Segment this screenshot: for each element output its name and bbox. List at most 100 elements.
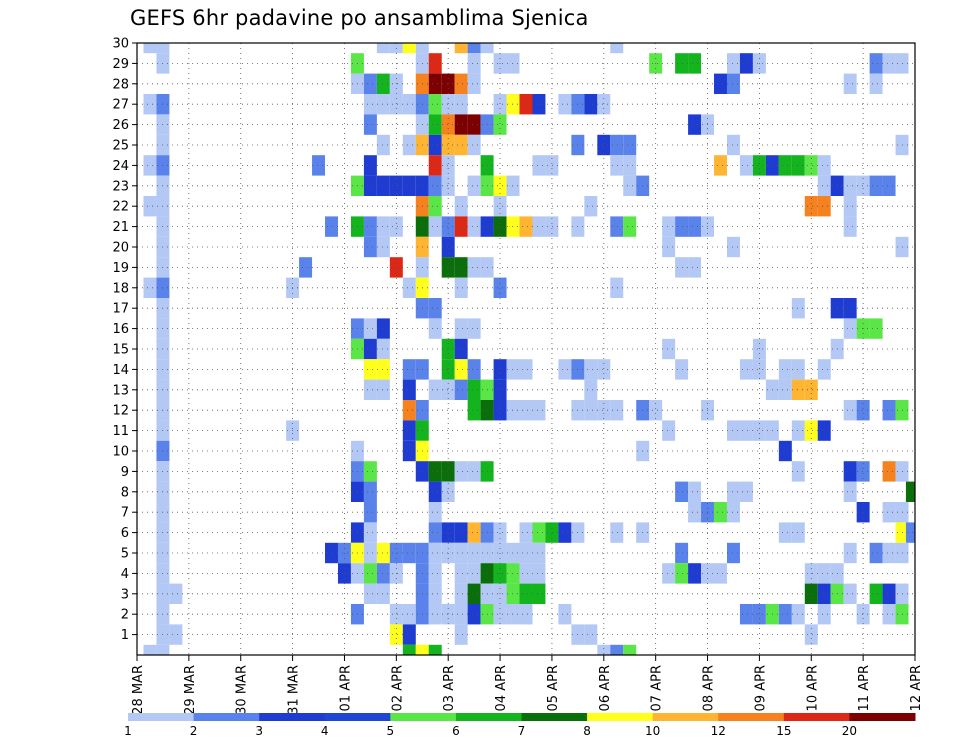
heatmap-cell bbox=[726, 53, 740, 74]
heatmap-cell bbox=[441, 236, 455, 258]
heatmap-cell bbox=[428, 114, 442, 135]
heatmap-cell bbox=[882, 542, 896, 564]
heatmap-cell bbox=[493, 277, 507, 298]
heatmap-cell bbox=[493, 216, 507, 237]
heatmap-cell bbox=[480, 43, 494, 54]
y-tick-label: 1 bbox=[121, 628, 129, 643]
heatmap-cell bbox=[169, 583, 183, 604]
heatmap-cell bbox=[610, 644, 624, 655]
heatmap-cell bbox=[688, 563, 702, 584]
heatmap-cell bbox=[363, 73, 377, 94]
heatmap-cell bbox=[389, 604, 403, 625]
heatmap-cell bbox=[882, 583, 896, 604]
heatmap-cell bbox=[467, 461, 481, 482]
heatmap-cell bbox=[519, 542, 533, 564]
heatmap-cell bbox=[402, 379, 416, 400]
heatmap-cell bbox=[804, 196, 818, 217]
color-legend: 1 2 3 4 5 6 7 8 10 12 15 20 bbox=[124, 713, 916, 738]
heatmap-cell bbox=[791, 420, 805, 441]
heatmap-cell bbox=[882, 502, 896, 523]
heatmap-cell bbox=[688, 53, 702, 74]
legend-label: 6 bbox=[452, 724, 460, 738]
heatmap-cell bbox=[869, 318, 883, 339]
heatmap-cell bbox=[363, 481, 377, 502]
legend-swatch bbox=[652, 713, 719, 721]
heatmap-cell bbox=[675, 257, 689, 278]
heatmap-cell bbox=[506, 175, 520, 196]
heatmap-cell bbox=[856, 604, 870, 625]
heatmap-cell bbox=[428, 522, 442, 543]
heatmap-cell bbox=[376, 94, 390, 115]
y-tick-label: 19 bbox=[112, 261, 129, 276]
heatmap-cell bbox=[532, 583, 546, 604]
heatmap-cell bbox=[415, 644, 429, 655]
heatmap-cell bbox=[156, 43, 170, 54]
y-tick-label: 28 bbox=[112, 77, 129, 92]
heatmap-cell bbox=[817, 175, 831, 196]
heatmap-cell bbox=[778, 379, 792, 400]
heatmap-cell bbox=[376, 359, 390, 380]
x-tick-label: 11 APR bbox=[857, 665, 872, 711]
heatmap-cell bbox=[441, 94, 455, 115]
heatmap-cell bbox=[376, 379, 390, 400]
heatmap-cell bbox=[778, 604, 792, 625]
heatmap-cell bbox=[376, 43, 390, 54]
heatmap-cell bbox=[389, 216, 403, 237]
heatmap-cell bbox=[817, 583, 831, 604]
y-tick-label: 5 bbox=[121, 547, 129, 562]
x-tick-label: 05 APR bbox=[546, 665, 561, 711]
heatmap-cell bbox=[441, 522, 455, 543]
heatmap-cell bbox=[623, 216, 637, 237]
heatmap-cell bbox=[454, 604, 468, 625]
heatmap-cell bbox=[519, 522, 533, 543]
x-tick-label: 03 APR bbox=[442, 665, 457, 711]
heatmap-cell bbox=[519, 604, 533, 625]
heatmap-cell bbox=[467, 542, 481, 564]
heatmap-cell bbox=[376, 563, 390, 584]
heatmap-cell bbox=[506, 216, 520, 237]
heatmap-cell bbox=[519, 583, 533, 604]
heatmap-cell bbox=[545, 155, 559, 176]
legend-label: 1 bbox=[124, 724, 132, 738]
legend-swatch bbox=[849, 713, 916, 721]
heatmap-cell bbox=[454, 583, 468, 604]
heatmap-cell bbox=[493, 94, 507, 115]
heatmap-cell bbox=[428, 563, 442, 584]
heatmap-cell bbox=[389, 624, 403, 645]
heatmap-cell bbox=[675, 563, 689, 584]
heatmap-cell bbox=[791, 604, 805, 625]
heatmap-cell bbox=[428, 481, 442, 502]
heatmap-cell bbox=[905, 481, 915, 502]
x-tick-label: 07 APR bbox=[650, 665, 665, 711]
heatmap-cell bbox=[441, 461, 455, 482]
heatmap-cell bbox=[143, 277, 157, 298]
heatmap-cell bbox=[843, 318, 857, 339]
heatmap-cell bbox=[506, 583, 520, 604]
heatmap-cell bbox=[843, 73, 857, 94]
heatmap-cell bbox=[493, 114, 507, 135]
heatmap-cell bbox=[739, 481, 753, 502]
heatmap-cell bbox=[402, 420, 416, 441]
heatmap-cell bbox=[363, 563, 377, 584]
heatmap-cell bbox=[441, 175, 455, 196]
y-tick-label: 2 bbox=[121, 608, 129, 623]
heatmap-cell bbox=[817, 604, 831, 625]
heatmap-cell bbox=[843, 298, 857, 319]
heatmap-cell bbox=[143, 94, 157, 115]
heatmap-cell bbox=[454, 73, 468, 94]
heatmap-cell bbox=[662, 420, 676, 441]
heatmap-cells bbox=[143, 43, 915, 655]
heatmap-cell bbox=[532, 155, 546, 176]
heatmap-cell bbox=[402, 43, 416, 54]
heatmap-cell bbox=[545, 522, 559, 543]
x-tick-label: 31 MAR bbox=[287, 665, 302, 715]
heatmap-cell bbox=[428, 196, 442, 217]
heatmap-cell bbox=[454, 318, 468, 339]
heatmap-cell bbox=[143, 155, 157, 176]
heatmap-cell bbox=[610, 277, 624, 298]
heatmap-cell bbox=[467, 522, 481, 543]
heatmap-cell bbox=[363, 502, 377, 523]
y-tick-label: 14 bbox=[112, 363, 129, 378]
heatmap-cell bbox=[506, 359, 520, 380]
heatmap-cell bbox=[519, 400, 533, 421]
